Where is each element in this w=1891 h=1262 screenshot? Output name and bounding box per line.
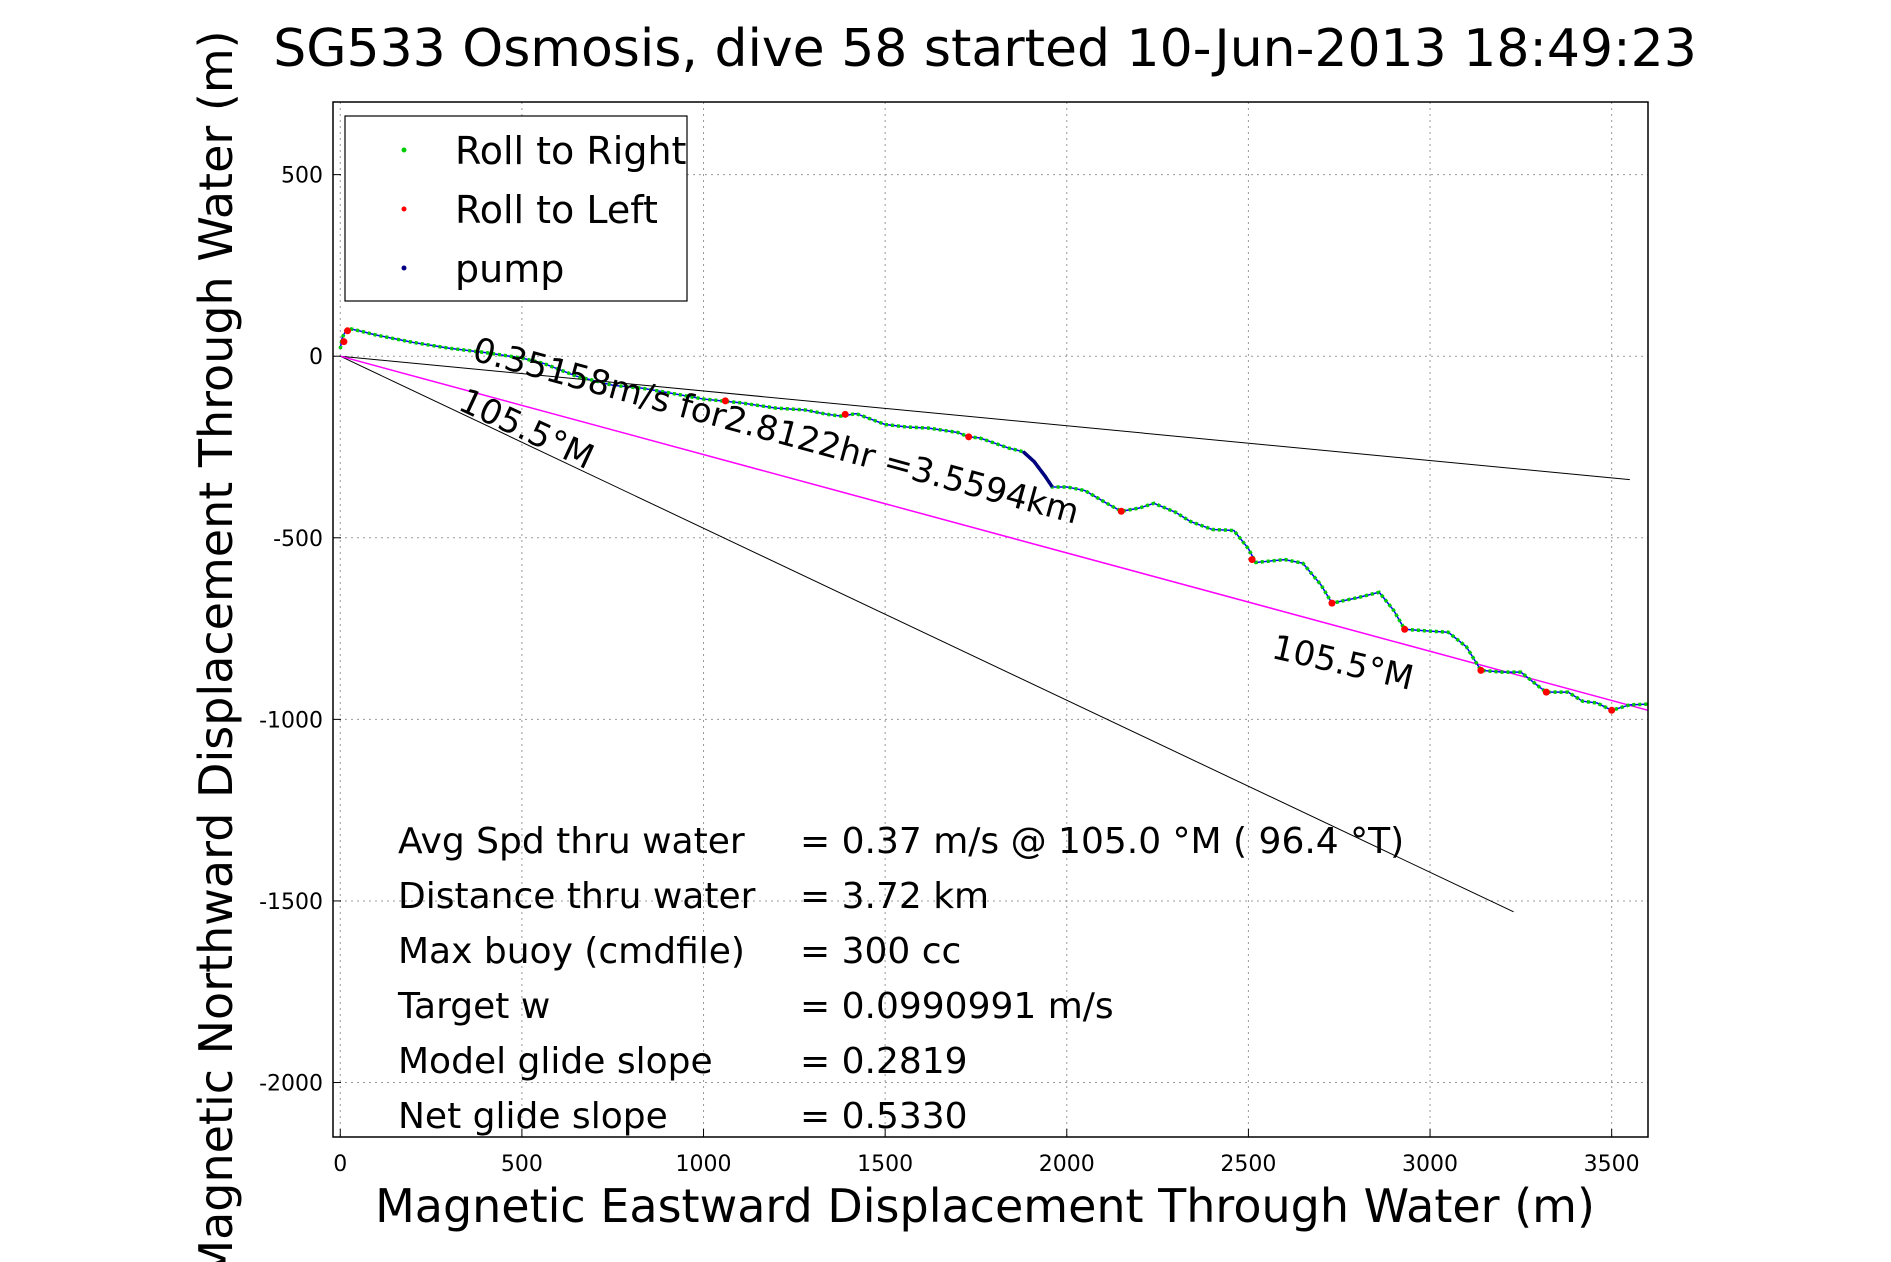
x-tick-label: 2000: [1039, 1152, 1095, 1177]
x-tick-label: 3500: [1584, 1152, 1640, 1177]
roll-left-point: [1608, 706, 1616, 714]
y-axis-label: Magnetic Northward Displacement Through …: [189, 30, 243, 1262]
roll-left-point: [340, 338, 348, 346]
stat-label: Distance thru water: [398, 876, 756, 917]
y-tick-label: -500: [273, 527, 323, 552]
legend-entry-label: pump: [455, 247, 564, 291]
x-tick-label: 1000: [676, 1152, 732, 1177]
stat-value: = 0.0990991 m/s: [800, 986, 1114, 1027]
plot-frame: [332, 101, 1649, 1138]
stat-value: = 0.5330: [800, 1096, 968, 1137]
x-tick-label: 3000: [1402, 1152, 1458, 1177]
roll-left-point: [1328, 599, 1336, 607]
roll-left-point: [1401, 625, 1409, 633]
stats-block: Avg Spd thru water = 0.37 m/s @ 105.0 °M …: [397, 821, 1404, 1137]
legend: Roll to Right Roll to Left pump: [344, 115, 688, 302]
stat-value: = 300 cc: [800, 931, 961, 972]
bound-line: [340, 355, 1630, 481]
stat-label: Avg Spd thru water: [398, 821, 745, 862]
legend-entry-label: Roll to Right: [455, 129, 686, 173]
roll-left-point: [841, 410, 849, 418]
x-tick-labels: 0 500 1000 1500 2000 2500 3000 3500: [333, 1129, 1640, 1177]
y-tick-label: -1000: [259, 708, 323, 733]
heading-line-group: [340, 355, 1649, 712]
stat-label: Target w: [397, 986, 550, 1027]
bound-line: [340, 355, 1514, 913]
stat-value: = 0.2819: [800, 1041, 968, 1082]
x-tick-label: 500: [501, 1152, 543, 1177]
bound-lines: [340, 355, 1630, 913]
stat-label: Max buoy (cmdfile): [398, 931, 745, 972]
track-group: [338, 327, 1649, 714]
roll-right-series: [338, 327, 1649, 713]
legend-marker: [401, 147, 407, 153]
roll-left-point: [965, 433, 973, 441]
grid: [333, 102, 1648, 1137]
y-tick-label: 500: [281, 164, 323, 189]
y-tick-label: -2000: [259, 1072, 323, 1097]
roll-left-point: [721, 397, 729, 405]
roll-left-point: [344, 327, 352, 335]
roll-left-point: [1117, 507, 1125, 515]
stat-label: Model glide slope: [398, 1041, 713, 1082]
y-tick-labels: 500 0 -500 -1000 -1500 -2000: [259, 164, 341, 1097]
y-tick-label: 0: [309, 345, 323, 370]
x-tick-label: 1500: [857, 1152, 913, 1177]
legend-marker: [401, 206, 407, 212]
chart-title: SG533 Osmosis, dive 58 started 10-Jun-20…: [273, 19, 1697, 79]
heading-line: [340, 355, 1649, 712]
legend-entry-label: Roll to Left: [455, 188, 658, 232]
x-tick-label: 2500: [1220, 1152, 1276, 1177]
annotation-label: 105.5°M: [1268, 627, 1417, 698]
annotations: 0.35158m/s for2.8122hr =3.5594km105.5°M1…: [453, 330, 1417, 699]
stat-value: = 0.37 m/s @ 105.0 °M ( 96.4 °T): [800, 821, 1404, 862]
roll-left-point: [1477, 666, 1485, 674]
legend-marker: [401, 265, 407, 271]
stat-label: Net glide slope: [398, 1096, 668, 1137]
roll-left-point: [1542, 688, 1550, 696]
x-tick-label: 0: [333, 1152, 347, 1177]
pump-series: [1022, 450, 1054, 488]
x-axis-label: Magnetic Eastward Displacement Through W…: [375, 1179, 1595, 1233]
roll-left-point: [1248, 556, 1256, 564]
stat-value: = 3.72 km: [800, 876, 989, 917]
y-tick-label: -1500: [259, 890, 323, 915]
